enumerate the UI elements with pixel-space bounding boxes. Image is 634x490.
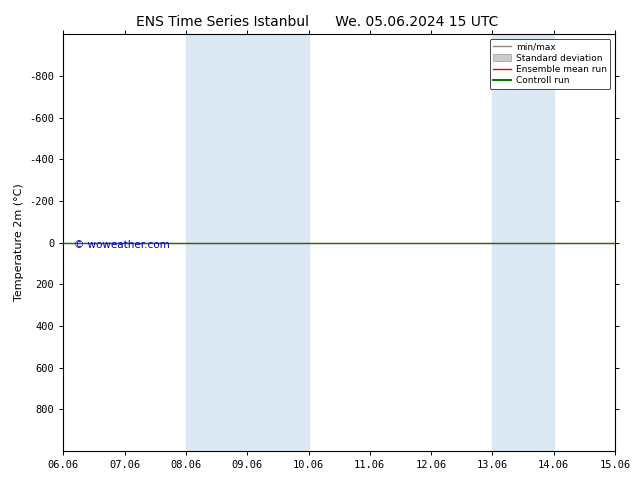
Bar [247,34,309,451]
Bar [186,34,247,451]
Bar [493,34,553,451]
Text: © woweather.com: © woweather.com [74,241,170,250]
Y-axis label: Temperature 2m (°C): Temperature 2m (°C) [14,184,24,301]
Legend: min/max, Standard deviation, Ensemble mean run, Controll run: min/max, Standard deviation, Ensemble me… [489,39,611,89]
Text: ENS Time Series Istanbul      We. 05.06.2024 15 UTC: ENS Time Series Istanbul We. 05.06.2024 … [136,15,498,29]
